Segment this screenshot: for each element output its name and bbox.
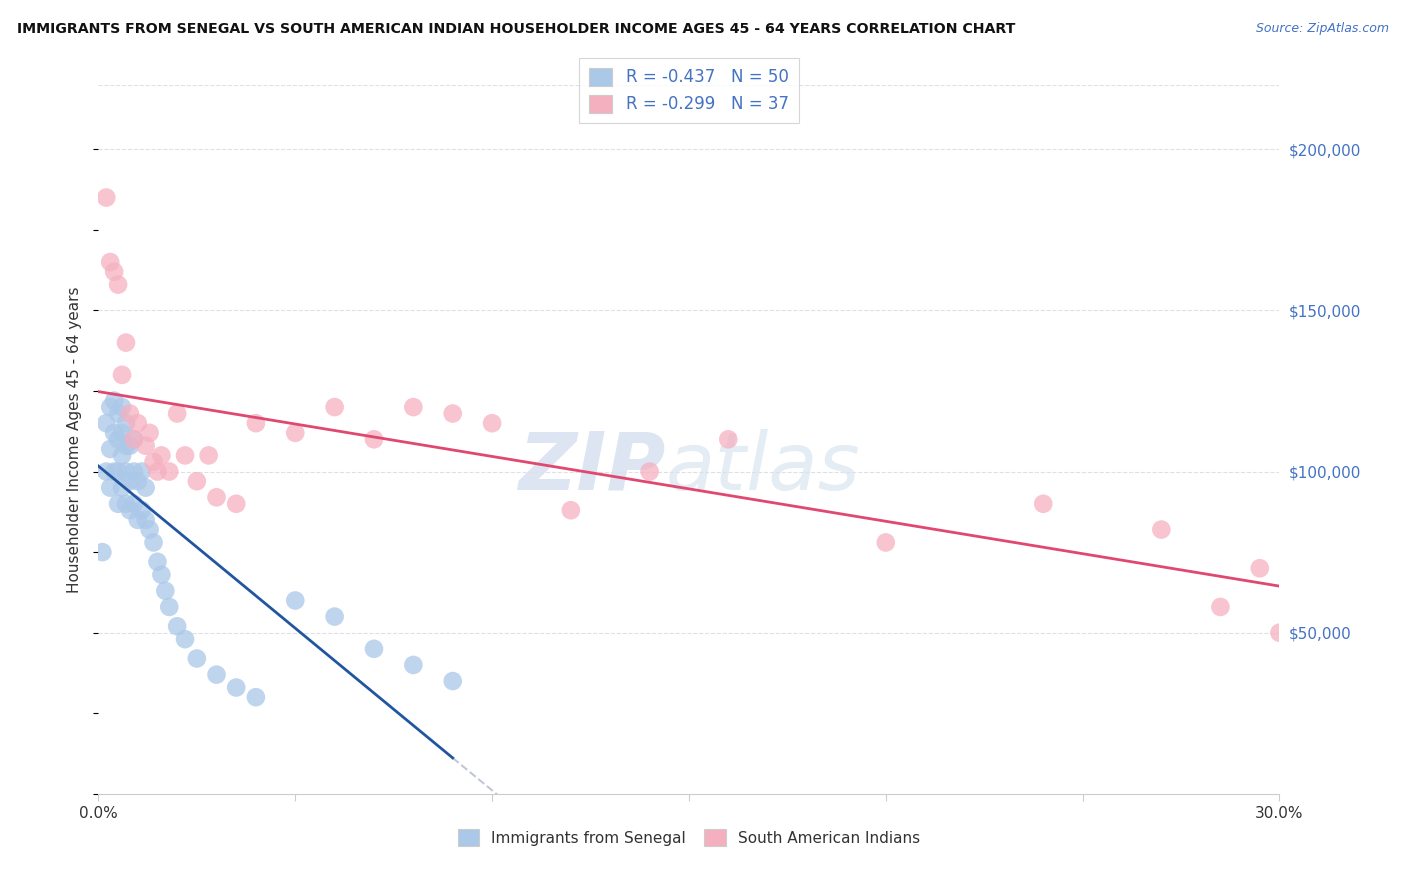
- Point: [225, 497, 247, 511]
- Point: [103, 393, 125, 408]
- Point: [103, 425, 125, 440]
- Point: [138, 523, 160, 537]
- Point: [142, 455, 165, 469]
- Point: [115, 416, 138, 430]
- Point: [118, 503, 141, 517]
- Point: [122, 497, 145, 511]
- Point: [135, 513, 157, 527]
- Point: [174, 632, 197, 647]
- Point: [323, 400, 346, 414]
- Point: [127, 416, 149, 430]
- Point: [245, 416, 267, 430]
- Point: [107, 407, 129, 421]
- Point: [127, 513, 149, 527]
- Point: [111, 425, 134, 440]
- Point: [111, 481, 134, 495]
- Point: [1150, 523, 1173, 537]
- Point: [174, 449, 197, 463]
- Point: [115, 439, 138, 453]
- Point: [118, 439, 141, 453]
- Point: [107, 277, 129, 292]
- Point: [150, 449, 173, 463]
- Text: IMMIGRANTS FROM SENEGAL VS SOUTH AMERICAN INDIAN HOUSEHOLDER INCOME AGES 45 - 64: IMMIGRANTS FROM SENEGAL VS SOUTH AMERICA…: [17, 22, 1015, 37]
- Point: [157, 599, 180, 614]
- Point: [96, 190, 118, 204]
- Text: ZIP: ZIP: [517, 429, 665, 507]
- Point: [284, 425, 307, 440]
- Point: [138, 425, 160, 440]
- Point: [1032, 497, 1054, 511]
- Point: [118, 474, 141, 488]
- Point: [107, 433, 129, 447]
- Point: [1268, 625, 1291, 640]
- Text: Source: ZipAtlas.com: Source: ZipAtlas.com: [1256, 22, 1389, 36]
- Point: [186, 474, 208, 488]
- Point: [205, 667, 228, 681]
- Point: [122, 433, 145, 447]
- Point: [122, 433, 145, 447]
- Point: [96, 465, 118, 479]
- Point: [111, 400, 134, 414]
- Point: [284, 593, 307, 607]
- Point: [122, 465, 145, 479]
- Point: [441, 407, 464, 421]
- Point: [363, 641, 385, 656]
- Point: [111, 368, 134, 382]
- Legend: Immigrants from Senegal, South American Indians: Immigrants from Senegal, South American …: [450, 822, 928, 854]
- Point: [98, 400, 121, 414]
- Point: [142, 535, 165, 549]
- Point: [127, 474, 149, 488]
- Point: [118, 407, 141, 421]
- Point: [135, 481, 157, 495]
- Point: [91, 545, 114, 559]
- Point: [150, 567, 173, 582]
- Point: [103, 265, 125, 279]
- Point: [115, 335, 138, 350]
- Point: [186, 651, 208, 665]
- Point: [363, 433, 385, 447]
- Point: [402, 657, 425, 672]
- Point: [166, 619, 188, 633]
- Point: [107, 497, 129, 511]
- Point: [638, 465, 661, 479]
- Point: [96, 416, 118, 430]
- Text: atlas: atlas: [665, 429, 860, 507]
- Point: [225, 681, 247, 695]
- Point: [245, 690, 267, 705]
- Point: [157, 465, 180, 479]
- Point: [115, 497, 138, 511]
- Point: [135, 439, 157, 453]
- Point: [402, 400, 425, 414]
- Y-axis label: Householder Income Ages 45 - 64 years: Householder Income Ages 45 - 64 years: [67, 286, 83, 592]
- Point: [717, 433, 740, 447]
- Point: [441, 674, 464, 689]
- Point: [98, 481, 121, 495]
- Point: [560, 503, 582, 517]
- Point: [166, 407, 188, 421]
- Point: [481, 416, 503, 430]
- Point: [205, 491, 228, 505]
- Point: [1249, 561, 1271, 575]
- Point: [98, 442, 121, 456]
- Point: [107, 465, 129, 479]
- Point: [875, 535, 897, 549]
- Point: [197, 449, 219, 463]
- Point: [323, 609, 346, 624]
- Point: [103, 465, 125, 479]
- Point: [131, 465, 153, 479]
- Point: [111, 449, 134, 463]
- Point: [146, 555, 169, 569]
- Point: [155, 583, 177, 598]
- Point: [98, 255, 121, 269]
- Point: [115, 465, 138, 479]
- Point: [1209, 599, 1232, 614]
- Point: [146, 465, 169, 479]
- Point: [131, 503, 153, 517]
